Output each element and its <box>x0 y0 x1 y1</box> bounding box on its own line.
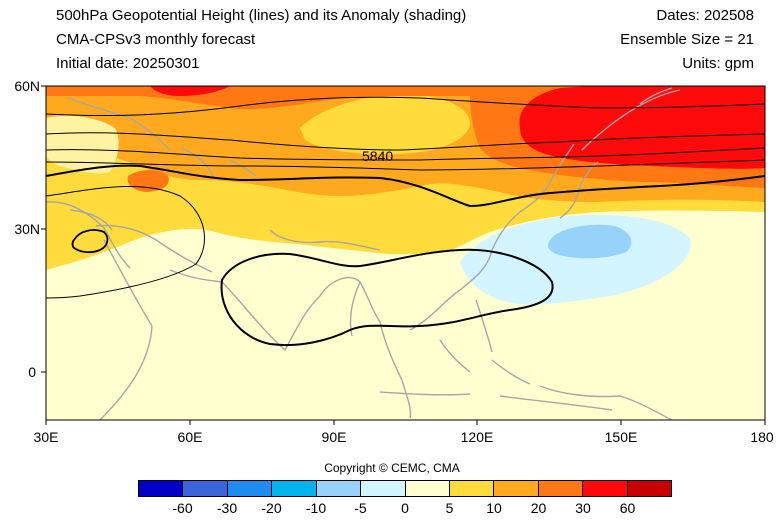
coastlines <box>46 87 681 420</box>
contour-5880-west <box>46 186 205 299</box>
contour-5840 <box>46 164 765 208</box>
contour-line-3 <box>46 147 765 161</box>
colorbar-segment <box>538 481 584 496</box>
colorbar <box>138 480 672 497</box>
lon-label-150e: 150E <box>605 429 638 445</box>
lon-label-120e: 120E <box>461 429 494 445</box>
contour-line-1 <box>46 96 765 117</box>
shade-5-10-patch-center <box>300 94 470 155</box>
contour-small-loop <box>71 229 109 254</box>
axis-ticks <box>41 85 766 425</box>
shade-5-10-patch-west <box>46 115 119 174</box>
colorbar-segment <box>494 481 539 496</box>
lat-label-0: 0 <box>28 364 36 380</box>
colorbar-tick-label: -5 <box>354 500 367 516</box>
colorbar-segment <box>449 481 495 496</box>
lon-label-90e: 90E <box>322 429 347 445</box>
lon-label-60e: 60E <box>178 429 203 445</box>
forecast-dates: Dates: 202508 <box>656 7 754 24</box>
contour-line-4 <box>46 159 765 171</box>
colorbar-segment <box>272 481 317 496</box>
model-name: CMA-CPSv3 monthly forecast <box>56 31 256 48</box>
colorbar-segment <box>316 481 362 496</box>
colorbar-tick-label: 30 <box>575 500 591 516</box>
colorbar-tick-label: 0 <box>401 500 409 516</box>
ensemble-size: Ensemble Size = 21 <box>620 31 754 48</box>
anomaly-shading <box>46 86 765 420</box>
contour-label: 5840 <box>362 148 393 164</box>
colorbar-tick-label: -60 <box>172 500 193 516</box>
colorbar-tick-label: 60 <box>619 500 636 516</box>
colorbar-segment <box>361 481 406 496</box>
colorbar-segment <box>139 481 184 496</box>
colorbar-tick-label: -10 <box>305 500 327 516</box>
colorbar-segment <box>405 481 450 496</box>
colorbar-segment <box>183 481 228 496</box>
shade-30-60-patch <box>150 86 230 96</box>
shade-30-60 <box>519 86 765 169</box>
initial-date: Initial date: 20250301 <box>56 55 200 72</box>
chart-title: 500hPa Geopotential Height (lines) and i… <box>56 7 467 24</box>
colorbar-tick-label: -20 <box>261 500 282 516</box>
shade-minus-5-10 <box>548 224 632 259</box>
contour-line-2 <box>46 132 765 151</box>
colorbar-labels: -60 -30 -20 -10 -5 0 5 10 20 30 60 <box>138 500 672 518</box>
colorbar-segment <box>627 481 672 496</box>
colorbar-segment <box>227 481 273 496</box>
lat-label-30n: 30N <box>14 221 40 237</box>
height-contours <box>46 96 765 347</box>
contour-5880-main <box>220 248 554 347</box>
colorbar-tick-label: 20 <box>530 500 547 516</box>
units-label: Units: gpm <box>682 55 754 72</box>
colorbar-segment <box>583 481 628 496</box>
colorbar-tick-label: -30 <box>216 500 238 516</box>
colorbar-tick-label: 5 <box>445 500 454 516</box>
lat-label-60n: 60N <box>14 78 40 94</box>
colorbar-tick-label: 10 <box>486 500 502 516</box>
map-frame <box>45 85 766 421</box>
lon-label-180: 180 <box>750 429 774 445</box>
lon-label-30e: 30E <box>34 429 59 445</box>
copyright-text: Copyright © CEMC, CMA <box>324 461 460 475</box>
shade-minus-0-5 <box>460 214 691 305</box>
